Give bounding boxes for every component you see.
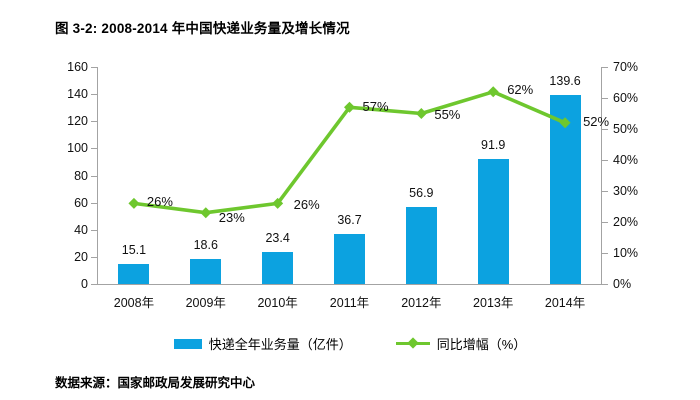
x-axis-label: 2008年 [113,296,155,310]
y-axis-tick-left [91,202,97,204]
y-axis-label-left: 100 [67,141,88,156]
y-axis-label-left: 60 [74,195,88,210]
bar-value-label: 56.9 [409,185,434,200]
y-axis-tick-right [602,129,608,130]
line-value-label: 26% [293,197,320,213]
y-axis-tick-right [602,191,608,192]
line-marker-icon [200,207,212,219]
line-value-label: 52% [583,113,610,129]
y-axis-label-right: 50% [613,122,639,136]
y-axis-label-left: 160 [67,60,88,74]
x-axis-line [97,284,602,285]
y-axis-label-right: 30% [613,184,639,198]
y-axis-label-right: 0% [613,277,632,291]
line-value-label: 55% [434,106,461,122]
y-axis-label-right: 20% [613,215,639,229]
y-axis-line-left [97,67,98,285]
y-axis-label-right: 60% [613,91,639,105]
y-axis-tick-right [602,67,608,68]
bar-value-label: 23.4 [265,231,290,246]
bar [118,263,150,284]
bar-series-swatch-icon [173,338,202,349]
line-marker-icon [128,197,140,209]
diamond-marker-icon [407,337,419,349]
y-axis-tick-left [91,148,97,150]
y-axis-tick-left [91,67,97,68]
y-axis-tick-right [602,253,608,254]
line-marker-icon [272,197,284,209]
bar-value-label: 91.9 [481,138,506,153]
chart-legend: 快递全年业务量（亿件） 同比增幅（%） [0,334,700,353]
legend-label-line: 同比增幅（%） [436,337,527,352]
bar-value-label: 139.6 [549,73,581,88]
legend-item-line: 同比增幅（%） [395,334,527,353]
line-marker-icon [344,101,355,113]
y-axis-label-left: 0 [81,277,88,291]
legend-item-bars: 快递全年业务量（亿件） [173,334,352,353]
x-axis-label: 2012年 [401,296,442,310]
y-axis-label-left: 140 [67,87,88,102]
y-axis-tick-left [91,256,97,258]
y-axis-tick-right [602,160,608,161]
y-axis-line-right [601,67,602,285]
bar [477,159,509,284]
legend-label-bars: 快递全年业务量（亿件） [208,337,352,352]
bar-value-label: 36.7 [337,213,362,228]
bar-value-label: 15.1 [121,242,147,257]
y-axis-label-left: 20 [74,249,88,264]
line-value-label: 62% [507,81,534,97]
bar [405,206,437,284]
y-axis-tick-left [91,229,97,231]
x-axis-label: 2009年 [185,296,226,310]
x-axis-label: 2010年 [257,296,298,310]
bar [190,258,222,284]
line-marker-icon [487,86,499,98]
bar [334,234,365,284]
y-axis-tick-right [602,222,608,223]
y-axis-tick-right [602,284,608,285]
y-axis-label-right: 40% [613,153,639,167]
bar [549,94,581,284]
line-value-label: 26% [146,194,173,210]
y-axis-label-left: 80 [74,168,88,183]
y-axis-tick-right [602,98,608,99]
x-axis-label: 2013年 [473,296,514,310]
y-axis-label-left: 40 [74,222,88,237]
line-series-swatch-icon [395,337,430,349]
bar [262,252,294,284]
bar-value-label: 18.6 [193,237,218,252]
line-marker-icon [415,108,427,119]
y-axis-label-right: 70% [613,60,639,74]
figure-title: 图 3-2: 2008-2014 年中国快递业务量及增长情况 [55,21,350,36]
y-axis-tick-left [91,175,97,177]
line-value-label: 23% [218,209,245,225]
line-value-label: 57% [362,99,389,115]
y-axis-label-left: 120 [67,114,88,129]
x-axis-label: 2011年 [329,296,370,310]
y-axis-tick-left [91,94,97,96]
x-axis-label: 2014年 [544,296,586,310]
y-axis-tick-left [91,121,97,123]
y-axis-tick-left [91,284,97,285]
data-source-note: 数据来源：国家邮政局发展研究中心 [55,376,256,390]
y-axis-label-right: 10% [613,246,639,260]
